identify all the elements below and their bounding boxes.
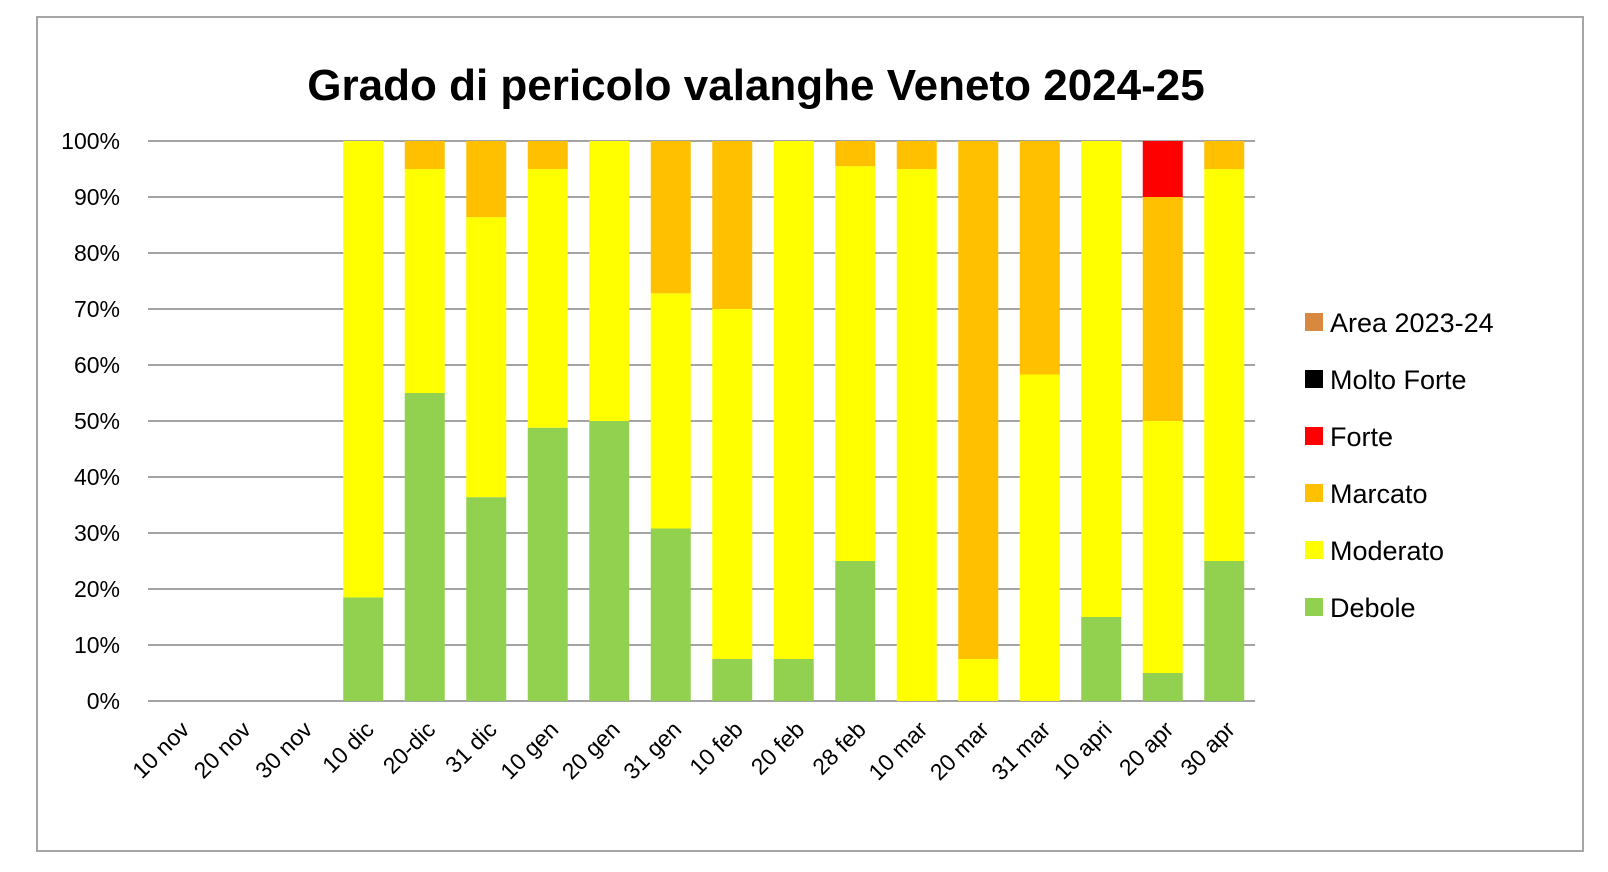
x-tick-label: 10 apri [1049, 716, 1117, 784]
bar-segment-marcato [958, 141, 999, 659]
y-tick-label: 70% [74, 296, 120, 322]
bar-segment-marcato [896, 141, 937, 169]
legend-label: Moderato [1330, 536, 1444, 566]
bar-segment-moderato [896, 169, 937, 701]
bar-segment-moderato [773, 141, 814, 659]
bar-segment-debole [343, 597, 384, 701]
x-tick-label: 20-dic [378, 716, 441, 779]
y-tick-label: 60% [74, 352, 120, 378]
axes: 0%10%20%30%40%50%60%70%80%90%100%10 nov2… [61, 128, 1240, 785]
bar-segment-debole [712, 659, 753, 701]
bar-segment-debole [835, 561, 876, 701]
legend-label: Marcato [1330, 479, 1428, 509]
bar-segment-debole [1142, 673, 1183, 701]
x-tick-label: 20 nov [189, 716, 257, 784]
x-tick-label: 20 mar [925, 716, 994, 785]
x-tick-label: 10 mar [863, 716, 932, 785]
x-tick-label: 10 dic [317, 716, 379, 778]
legend-item: Area 2023-24 [1305, 308, 1494, 338]
bar-segment-forte [1142, 141, 1183, 197]
bar-segment-debole [1204, 561, 1245, 701]
x-tick-label: 31 mar [986, 716, 1055, 785]
x-tick-label: 20 feb [746, 716, 810, 780]
x-tick-label: 20 apr [1114, 716, 1179, 781]
x-tick-label: 10 gen [495, 716, 563, 784]
bar-segment-debole [466, 497, 507, 701]
x-tick-label: 31 gen [618, 716, 686, 784]
y-tick-label: 0% [87, 688, 120, 714]
legend-swatch [1305, 598, 1323, 616]
bars [343, 141, 1245, 701]
bar-segment-moderato [466, 217, 507, 498]
y-tick-label: 90% [74, 184, 120, 210]
legend-swatch [1305, 541, 1323, 559]
legend-item: Marcato [1305, 479, 1428, 509]
x-tick-label: 31 dic [440, 716, 502, 778]
bar-segment-marcato [1204, 141, 1245, 169]
bar-segment-debole [589, 421, 630, 701]
legend-swatch [1305, 313, 1323, 331]
bar-segment-moderato [958, 659, 999, 701]
bar-segment-marcato [650, 141, 691, 294]
bar-segment-moderato [527, 169, 568, 428]
legend-item: Moderato [1305, 536, 1444, 566]
bar-segment-moderato [589, 141, 630, 421]
bar-segment-debole [773, 659, 814, 701]
bar-segment-moderato [343, 141, 384, 598]
gridlines [148, 140, 1255, 702]
legend-swatch [1305, 484, 1323, 502]
x-tick-label: 30 nov [250, 716, 318, 784]
x-tick-label: 28 feb [807, 716, 871, 780]
bar-segment-marcato [404, 141, 445, 169]
legend-label: Forte [1330, 422, 1393, 452]
bar-segment-moderato [404, 169, 445, 393]
bar-segment-debole [1081, 617, 1122, 701]
bar-segment-debole [650, 528, 691, 701]
legend-label: Molto Forte [1330, 365, 1467, 395]
y-tick-label: 80% [74, 240, 120, 266]
bar-segment-moderato [1081, 141, 1122, 617]
legend-item: Debole [1305, 593, 1416, 623]
bar-segment-moderato [650, 293, 691, 529]
bar-segment-moderato [1019, 374, 1060, 701]
bar-segment-marcato [1142, 197, 1183, 421]
y-tick-label: 10% [74, 632, 120, 658]
x-tick-label: 20 gen [557, 716, 625, 784]
legend-swatch [1305, 427, 1323, 445]
bar-segment-marcato [527, 141, 568, 169]
bar-segment-moderato [1142, 421, 1183, 673]
bar-segment-moderato [835, 166, 876, 561]
bar-segment-debole [527, 427, 568, 701]
y-tick-label: 100% [61, 128, 120, 154]
x-tick-label: 10 feb [684, 716, 748, 780]
bar-segment-marcato [712, 141, 753, 309]
y-tick-label: 20% [74, 576, 120, 602]
x-tick-label: 30 apr [1175, 716, 1240, 781]
y-tick-label: 40% [74, 464, 120, 490]
bar-segment-debole [404, 393, 445, 701]
bar-segment-marcato [1019, 141, 1060, 375]
bar-segment-marcato [466, 141, 507, 218]
legend-label: Debole [1330, 593, 1416, 623]
bar-segment-moderato [712, 309, 753, 659]
legend-label: Area 2023-24 [1330, 308, 1494, 338]
y-tick-label: 30% [74, 520, 120, 546]
y-tick-label: 50% [74, 408, 120, 434]
legend: Area 2023-24 Molto Forte Forte Marcato Moder… [1305, 308, 1494, 623]
x-tick-label: 10 nov [127, 716, 195, 784]
legend-item: Molto Forte [1305, 365, 1467, 395]
chart-title: Grado di pericolo valanghe Veneto 2024-2… [307, 61, 1204, 110]
bar-segment-marcato [835, 141, 876, 167]
legend-item: Forte [1305, 422, 1393, 452]
legend-swatch [1305, 370, 1323, 388]
bar-segment-moderato [1204, 169, 1245, 561]
